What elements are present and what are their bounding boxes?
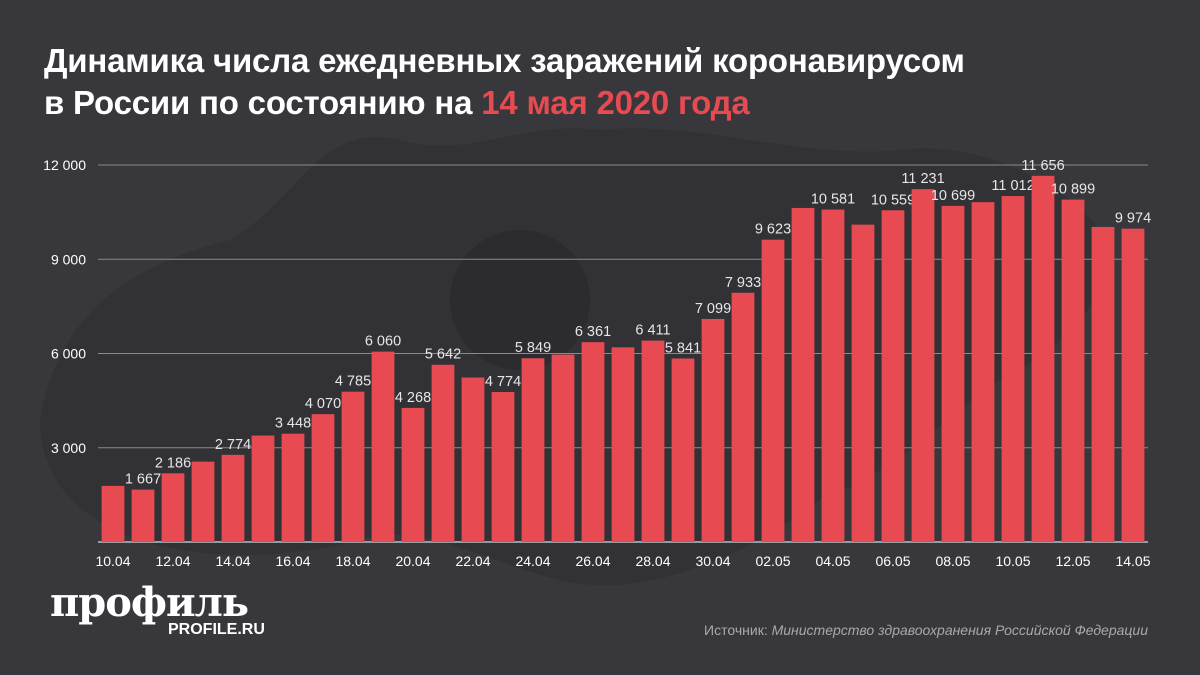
x-tick-label: 14.04 [215, 553, 250, 569]
data-label: 11 656 [1021, 158, 1064, 174]
bar-19.04 [371, 351, 395, 542]
title-line-1: Динамика числа ежедневных заражений коро… [44, 42, 965, 79]
x-tick-label: 10.04 [95, 553, 130, 569]
y-tick-label: 9 000 [51, 251, 86, 267]
x-tick-label: 30.04 [695, 553, 730, 569]
data-label: 11 012 [991, 178, 1034, 194]
logo-main: профиль [50, 579, 249, 626]
y-tick-label: 12 000 [43, 157, 86, 173]
bar-10.04 [101, 485, 125, 542]
data-label: 5 841 [665, 340, 701, 356]
bar-18.04 [341, 391, 365, 542]
data-label: 4 268 [395, 390, 431, 406]
data-label: 11 231 [901, 171, 944, 187]
data-label: 3 448 [275, 416, 311, 432]
bar-14.04 [221, 454, 245, 542]
x-tick-label: 12.05 [1055, 553, 1090, 569]
bar-01.05 [731, 292, 755, 542]
bar-17.04 [311, 414, 335, 542]
data-label: 5 642 [425, 347, 461, 363]
data-label: 7 099 [695, 301, 731, 317]
x-tick-label: 08.05 [935, 553, 970, 569]
bar-16.04 [281, 433, 305, 542]
bar-28.04 [641, 340, 665, 542]
y-tick-label: 6 000 [51, 346, 86, 362]
x-tick-label: 16.04 [275, 553, 310, 569]
x-tick-label: 02.05 [755, 553, 790, 569]
x-tick-label: 12.04 [155, 553, 190, 569]
source-prefix: Источник: [704, 622, 772, 638]
bar-14.05 [1121, 228, 1145, 543]
data-label: 5 849 [515, 340, 551, 356]
bar-15.04 [251, 435, 275, 542]
title-line-2: в России по состоянию на 14 мая 2020 год… [44, 82, 965, 124]
bar-21.04 [431, 364, 455, 542]
bar-12.04 [161, 473, 185, 542]
x-tick-label: 20.04 [395, 553, 430, 569]
x-tick-label: 28.04 [635, 553, 670, 569]
data-label: 6 361 [575, 324, 611, 340]
bar-26.04 [581, 342, 605, 542]
x-tick-label: 10.05 [995, 553, 1030, 569]
bar-11.04 [131, 489, 155, 542]
data-label: 10 559 [871, 192, 915, 208]
virus-silhouette [450, 230, 590, 370]
bar-24.04 [521, 358, 545, 542]
bar-05.05 [851, 224, 875, 542]
data-label: 2 774 [215, 437, 251, 453]
data-label: 6 411 [635, 323, 670, 339]
bar-10.05 [1001, 196, 1025, 542]
bar-04.05 [821, 209, 845, 542]
y-tick-label: 3 000 [51, 440, 86, 456]
data-label: 6 060 [365, 334, 401, 350]
source-name: Министерство здравоохранения Российской … [771, 622, 1148, 638]
data-label: 10 581 [811, 192, 855, 208]
x-tick-label: 14.05 [1115, 553, 1150, 569]
bar-12.05 [1061, 199, 1085, 542]
bar-09.05 [971, 202, 995, 542]
x-tick-label: 18.04 [335, 553, 370, 569]
x-tick-label: 04.05 [815, 553, 850, 569]
bar-06.05 [881, 210, 905, 542]
bar-27.04 [611, 347, 635, 542]
data-label: 7 933 [725, 275, 761, 291]
data-label: 4 785 [335, 374, 371, 390]
logo: профиль PROFILE.RU [50, 579, 265, 639]
bar-13.05 [1091, 226, 1115, 542]
title-date-highlight: 14 мая 2020 года [481, 84, 750, 121]
bar-13.04 [191, 461, 215, 542]
bar-03.05 [791, 207, 815, 542]
bar-23.04 [491, 392, 515, 542]
bar-22.04 [461, 377, 485, 542]
source-note: Источник: Министерство здравоохранения Р… [704, 622, 1148, 638]
data-label: 9 623 [755, 222, 791, 238]
x-tick-label: 24.04 [515, 553, 550, 569]
x-tick-label: 06.05 [875, 553, 910, 569]
bar-29.04 [671, 358, 695, 542]
logo-sub: PROFILE.RU [168, 621, 265, 638]
data-label: 2 186 [155, 455, 191, 471]
x-tick-label: 22.04 [455, 553, 490, 569]
data-label: 4 070 [305, 396, 341, 412]
bar-20.04 [401, 407, 425, 542]
bar-07.05 [911, 189, 935, 542]
bar-02.05 [761, 239, 785, 542]
chart-title: Динамика числа ежедневных заражений коро… [44, 40, 965, 124]
bar-08.05 [941, 205, 965, 542]
bar-30.04 [701, 318, 725, 542]
data-label: 10 899 [1051, 182, 1095, 198]
bar-11.05 [1031, 175, 1055, 543]
title-prefix: в России по состоянию на [44, 84, 482, 121]
data-label: 9 974 [1115, 211, 1151, 227]
x-tick-label: 26.04 [575, 553, 610, 569]
data-label: 4 774 [485, 374, 521, 390]
data-label: 10 699 [931, 188, 975, 204]
data-label: 1 667 [125, 472, 161, 488]
bar-25.04 [551, 354, 575, 542]
